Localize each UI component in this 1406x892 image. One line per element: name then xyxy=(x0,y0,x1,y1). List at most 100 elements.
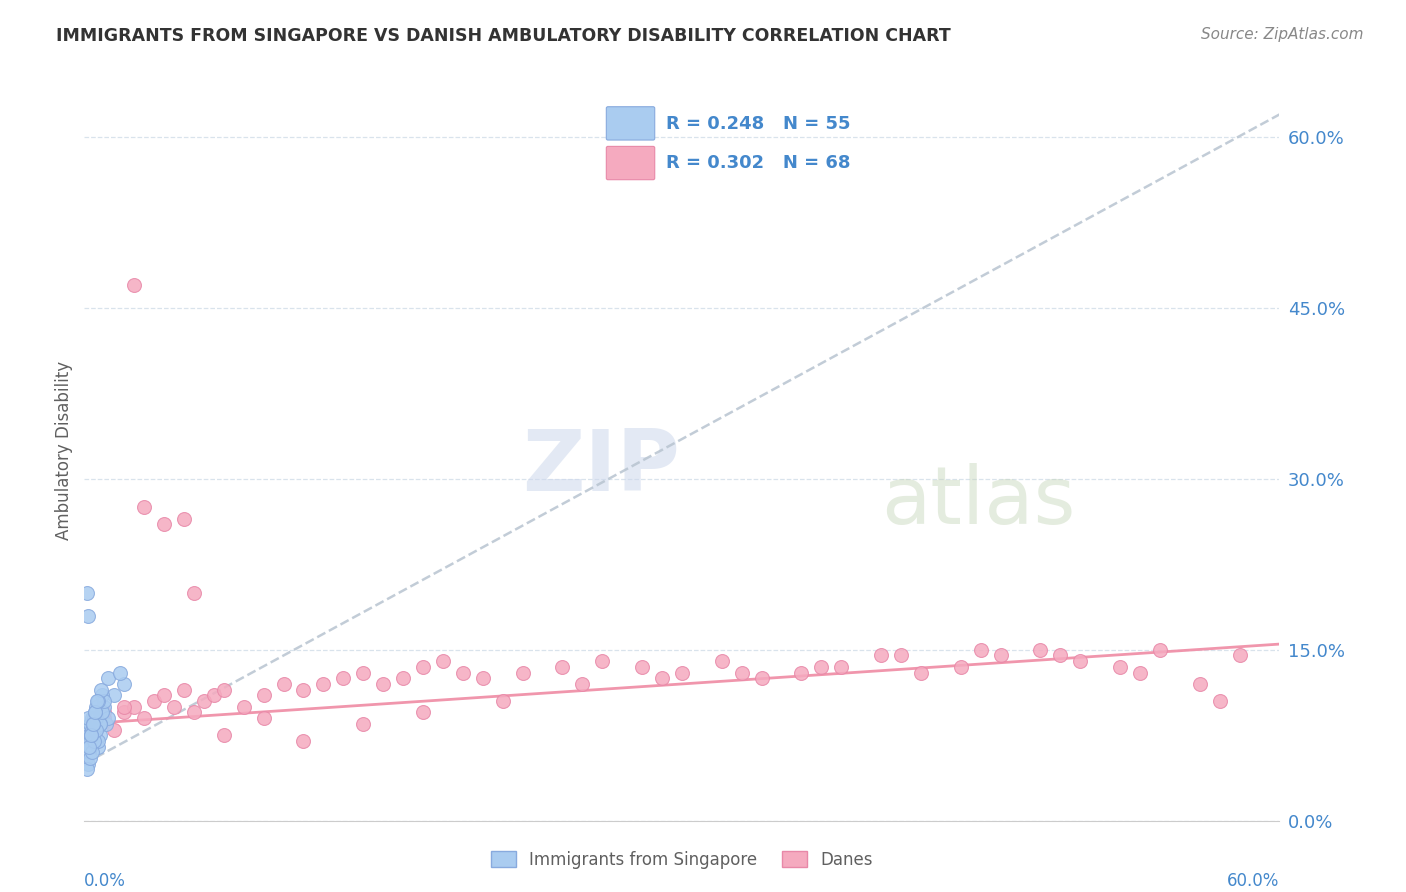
Point xyxy=(83,734,105,748)
Point xyxy=(392,671,415,685)
Point xyxy=(1049,648,1071,663)
Point xyxy=(83,723,105,737)
Point xyxy=(412,706,434,720)
Point xyxy=(93,699,115,714)
Point xyxy=(1129,665,1152,680)
Point xyxy=(352,665,374,680)
Point xyxy=(671,665,693,680)
Point xyxy=(312,677,335,691)
Point xyxy=(153,517,176,532)
Point xyxy=(551,660,574,674)
Point xyxy=(86,723,108,737)
Point xyxy=(91,689,114,703)
Point xyxy=(412,660,434,674)
Point xyxy=(183,586,205,600)
Point xyxy=(76,723,98,737)
Text: atlas: atlas xyxy=(882,463,1076,541)
Point xyxy=(110,665,132,680)
Text: ZIP: ZIP xyxy=(523,426,681,509)
Point xyxy=(183,706,205,720)
Point xyxy=(76,586,98,600)
Point xyxy=(77,608,100,623)
Point xyxy=(112,677,135,691)
Legend: Immigrants from Singapore, Danes: Immigrants from Singapore, Danes xyxy=(484,844,880,875)
Point xyxy=(76,739,98,754)
Point xyxy=(97,671,120,685)
Point xyxy=(77,745,100,759)
Point xyxy=(77,711,100,725)
Point xyxy=(910,665,932,680)
Point xyxy=(86,723,108,737)
Point xyxy=(970,642,993,657)
Point xyxy=(83,734,105,748)
Point xyxy=(332,671,354,685)
Point xyxy=(1209,694,1232,708)
Point xyxy=(830,660,852,674)
Point xyxy=(79,728,101,742)
Point xyxy=(132,711,156,725)
Point xyxy=(731,665,754,680)
Point xyxy=(193,694,215,708)
Point xyxy=(79,739,101,754)
Point xyxy=(112,706,135,720)
Point xyxy=(202,689,225,703)
Point xyxy=(1149,642,1171,657)
Point xyxy=(949,660,972,674)
Point xyxy=(79,745,101,759)
Point xyxy=(1069,654,1091,668)
Point xyxy=(77,756,100,771)
Point xyxy=(432,654,454,668)
Point xyxy=(212,728,235,742)
Point xyxy=(153,689,176,703)
Y-axis label: Ambulatory Disability: Ambulatory Disability xyxy=(55,361,73,540)
Point xyxy=(163,699,186,714)
Point xyxy=(591,654,613,668)
Point xyxy=(82,716,104,731)
Point xyxy=(83,716,105,731)
Point xyxy=(352,716,374,731)
Point xyxy=(87,734,110,748)
Point xyxy=(83,711,105,725)
Point xyxy=(173,512,195,526)
Point xyxy=(1029,642,1052,657)
Point xyxy=(82,716,104,731)
Point xyxy=(89,716,111,731)
Point xyxy=(122,278,145,293)
Point xyxy=(97,711,120,725)
Point xyxy=(790,665,813,680)
Point xyxy=(89,728,111,742)
Point xyxy=(1109,660,1132,674)
Point xyxy=(631,660,654,674)
Point xyxy=(292,682,315,697)
Point xyxy=(89,716,111,731)
Point xyxy=(80,728,103,742)
Point xyxy=(132,500,156,515)
Text: IMMIGRANTS FROM SINGAPORE VS DANISH AMBULATORY DISABILITY CORRELATION CHART: IMMIGRANTS FROM SINGAPORE VS DANISH AMBU… xyxy=(56,27,950,45)
Point xyxy=(93,706,115,720)
Point xyxy=(82,723,104,737)
Point xyxy=(512,665,534,680)
Point xyxy=(451,665,474,680)
Point xyxy=(373,677,395,691)
Point xyxy=(90,682,112,697)
Point xyxy=(84,706,107,720)
Point xyxy=(87,739,110,754)
Point xyxy=(86,694,108,708)
Point xyxy=(990,648,1012,663)
Point xyxy=(1229,648,1251,663)
Point xyxy=(710,654,733,668)
Point xyxy=(103,689,125,703)
Point xyxy=(79,751,101,765)
Point xyxy=(651,671,673,685)
Point xyxy=(890,648,912,663)
Point xyxy=(103,723,125,737)
Point xyxy=(870,648,893,663)
Point xyxy=(751,671,773,685)
Point xyxy=(93,694,115,708)
Point xyxy=(76,763,98,777)
Point xyxy=(810,660,832,674)
Point xyxy=(79,716,101,731)
Point xyxy=(471,671,494,685)
Point xyxy=(87,694,110,708)
Point xyxy=(571,677,593,691)
